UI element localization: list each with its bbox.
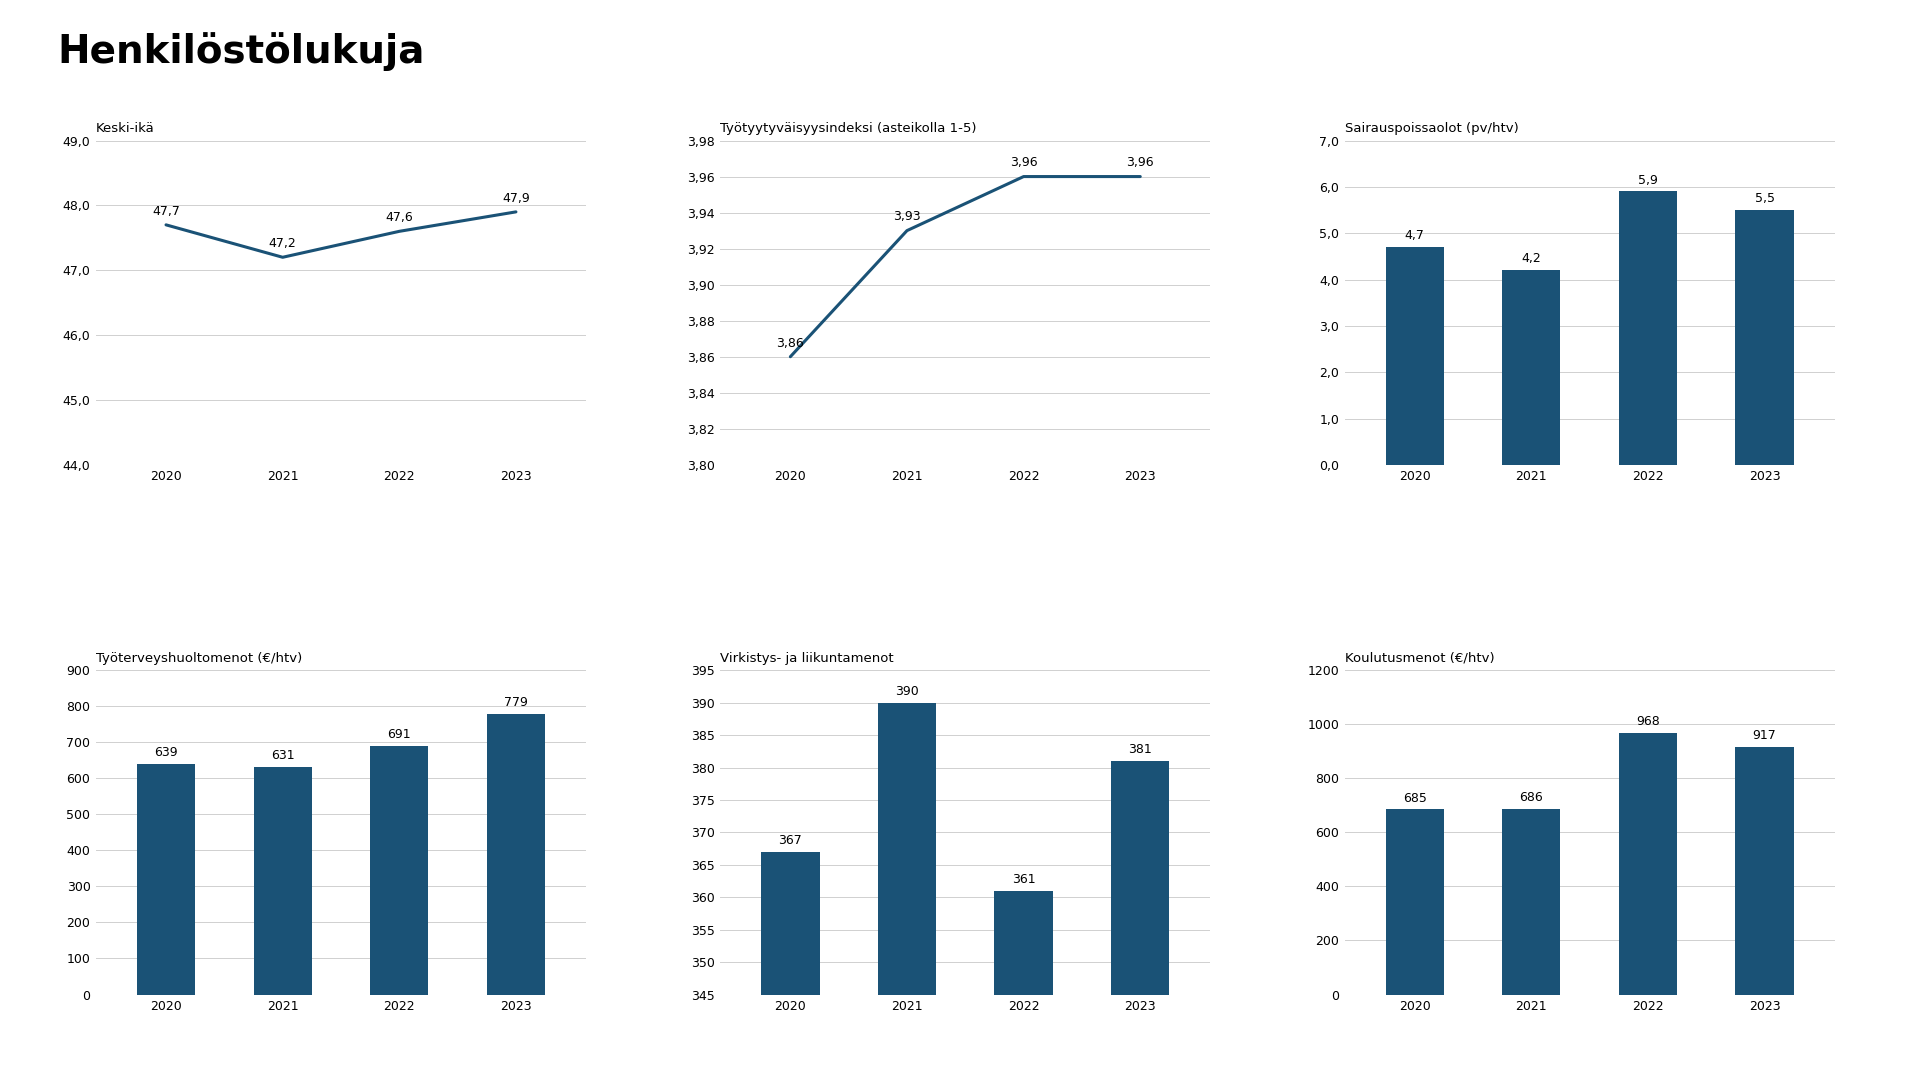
Bar bbox=[761, 852, 820, 1081]
Bar bbox=[254, 768, 311, 995]
Bar bbox=[995, 891, 1053, 1081]
Bar bbox=[486, 713, 546, 995]
Bar bbox=[878, 703, 936, 1081]
Text: 367: 367 bbox=[778, 833, 803, 846]
Bar bbox=[371, 746, 428, 995]
Text: 4,7: 4,7 bbox=[1404, 229, 1425, 242]
Text: 3,86: 3,86 bbox=[776, 336, 805, 349]
Text: 381: 381 bbox=[1128, 743, 1153, 756]
Text: Virkistys- ja liikuntamenot: Virkistys- ja liikuntamenot bbox=[720, 652, 893, 665]
Text: 3,96: 3,96 bbox=[1126, 157, 1155, 170]
Bar bbox=[1110, 761, 1170, 1081]
Text: Keski-ikä: Keski-ikä bbox=[96, 122, 156, 135]
Text: 47,2: 47,2 bbox=[269, 237, 296, 250]
Text: 3,96: 3,96 bbox=[1010, 157, 1037, 170]
Text: 5,9: 5,9 bbox=[1639, 174, 1658, 187]
Text: 5,5: 5,5 bbox=[1754, 192, 1775, 205]
Text: 917: 917 bbox=[1752, 729, 1777, 742]
Text: Sairauspoissaolot (pv/htv): Sairauspoissaolot (pv/htv) bbox=[1345, 122, 1518, 135]
Text: 47,7: 47,7 bbox=[152, 204, 181, 217]
Bar bbox=[1619, 191, 1677, 465]
Text: 685: 685 bbox=[1402, 791, 1427, 804]
Text: 691: 691 bbox=[388, 728, 411, 740]
Bar bbox=[1385, 810, 1445, 995]
Bar bbox=[1735, 747, 1794, 995]
Text: 47,6: 47,6 bbox=[386, 211, 413, 224]
Bar bbox=[1502, 270, 1560, 465]
Text: 361: 361 bbox=[1012, 872, 1035, 886]
Bar bbox=[1385, 248, 1445, 465]
Text: 47,9: 47,9 bbox=[501, 191, 530, 204]
Text: 631: 631 bbox=[271, 749, 294, 762]
Bar bbox=[1735, 210, 1794, 465]
Bar bbox=[1502, 809, 1560, 995]
Text: Henkilöstölukuja: Henkilöstölukuja bbox=[58, 32, 425, 71]
Text: 686: 686 bbox=[1520, 791, 1543, 804]
Text: 390: 390 bbox=[895, 684, 918, 698]
Text: Työtyytyväisyysindeksi (asteikolla 1-5): Työtyytyväisyysindeksi (asteikolla 1-5) bbox=[720, 122, 978, 135]
Text: Koulutusmenot (€/htv): Koulutusmenot (€/htv) bbox=[1345, 652, 1495, 665]
Bar bbox=[1619, 733, 1677, 995]
Text: 4,2: 4,2 bbox=[1521, 252, 1541, 266]
Text: 639: 639 bbox=[154, 746, 179, 759]
Text: Työterveyshuoltomenot (€/htv): Työterveyshuoltomenot (€/htv) bbox=[96, 652, 302, 665]
Text: 779: 779 bbox=[503, 696, 528, 709]
Bar bbox=[136, 764, 196, 995]
Text: 3,93: 3,93 bbox=[893, 211, 920, 224]
Text: 968: 968 bbox=[1637, 715, 1660, 729]
